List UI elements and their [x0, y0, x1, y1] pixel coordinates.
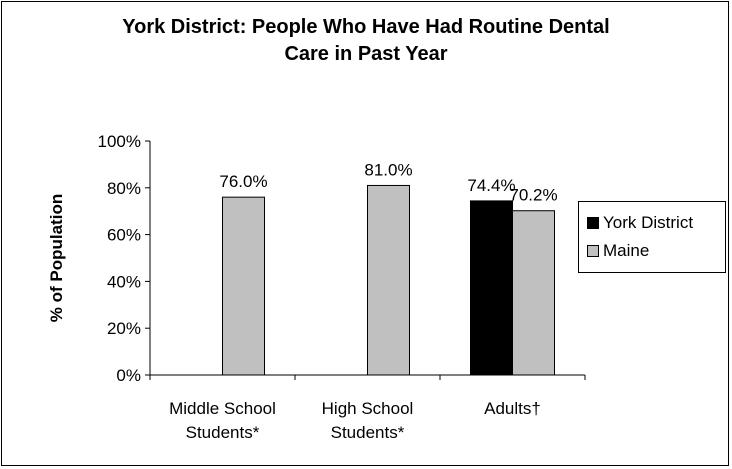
- y-tick-label: 40%: [107, 272, 141, 291]
- data-label: 70.2%: [509, 186, 557, 205]
- legend-swatch-maine: [587, 245, 599, 257]
- bar-york-district: [470, 200, 513, 376]
- category-label: Adults†: [484, 399, 541, 418]
- legend-label-maine: Maine: [603, 241, 650, 260]
- data-label: 76.0%: [219, 172, 267, 191]
- legend-label-york-district: York District: [603, 213, 694, 232]
- legend-swatch-york-district: [587, 217, 599, 229]
- legend-item-maine: Maine: [587, 240, 649, 262]
- y-tick-label: 0%: [116, 366, 141, 385]
- bar-maine: [512, 210, 555, 376]
- bar-maine: [222, 196, 265, 376]
- y-tick-label: 60%: [107, 226, 141, 245]
- y-tick-label: 20%: [107, 319, 141, 338]
- bar-maine: [367, 184, 410, 376]
- category-label: Students*: [331, 423, 405, 442]
- data-label: 81.0%: [364, 160, 412, 179]
- data-label: 74.4%: [467, 176, 515, 195]
- category-label: High School: [322, 399, 414, 418]
- chart-title-line-2: Care in Past Year: [284, 43, 448, 65]
- y-tick-label: 80%: [107, 179, 141, 198]
- y-axis-title: % of Population: [47, 194, 66, 322]
- legend: York District Maine: [578, 201, 726, 273]
- category-label: Students*: [186, 423, 260, 442]
- y-tick-label: 100%: [98, 132, 141, 151]
- legend-item-york-district: York District: [587, 212, 693, 234]
- chart-title-line-1: York District: People Who Have Had Routi…: [122, 16, 610, 38]
- category-label: Middle School: [169, 399, 276, 418]
